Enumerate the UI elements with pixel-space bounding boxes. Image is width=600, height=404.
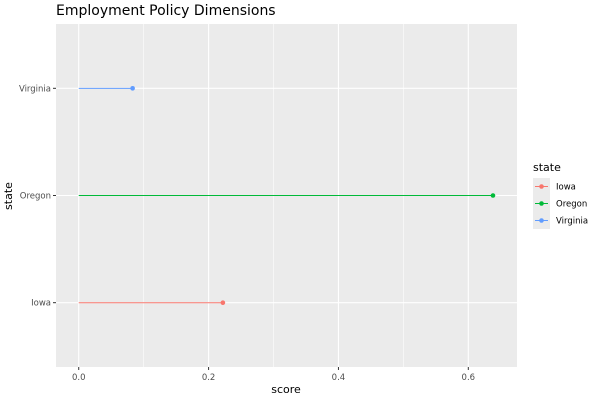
legend-key-point <box>539 201 544 206</box>
chart-title: Employment Policy Dimensions <box>56 3 276 19</box>
legend-label-iowa: Iowa <box>556 183 576 193</box>
x-tick-label: 0.0 <box>72 373 86 383</box>
lollipop-point-virginia <box>130 86 135 91</box>
x-axis-title: score <box>271 383 301 396</box>
x-tick-label: 0.4 <box>332 373 346 383</box>
y-axis-title: state <box>2 182 15 210</box>
y-tick-label: Iowa <box>31 299 51 309</box>
legend-key-point <box>539 218 544 223</box>
legend-title: state <box>533 161 561 174</box>
y-tick-label: Oregon <box>20 192 51 202</box>
legend-label-virginia: Virginia <box>556 217 588 227</box>
legend-key-point <box>539 184 544 189</box>
lollipop-point-iowa <box>221 300 226 305</box>
x-tick-label: 0.2 <box>202 373 216 383</box>
y-tick-label: Virginia <box>19 84 51 94</box>
legend: state Iowa Oregon Virginia <box>533 161 588 229</box>
legend-label-oregon: Oregon <box>556 200 587 210</box>
x-tick-label: 0.6 <box>462 373 476 383</box>
lollipop-point-oregon <box>491 193 496 198</box>
